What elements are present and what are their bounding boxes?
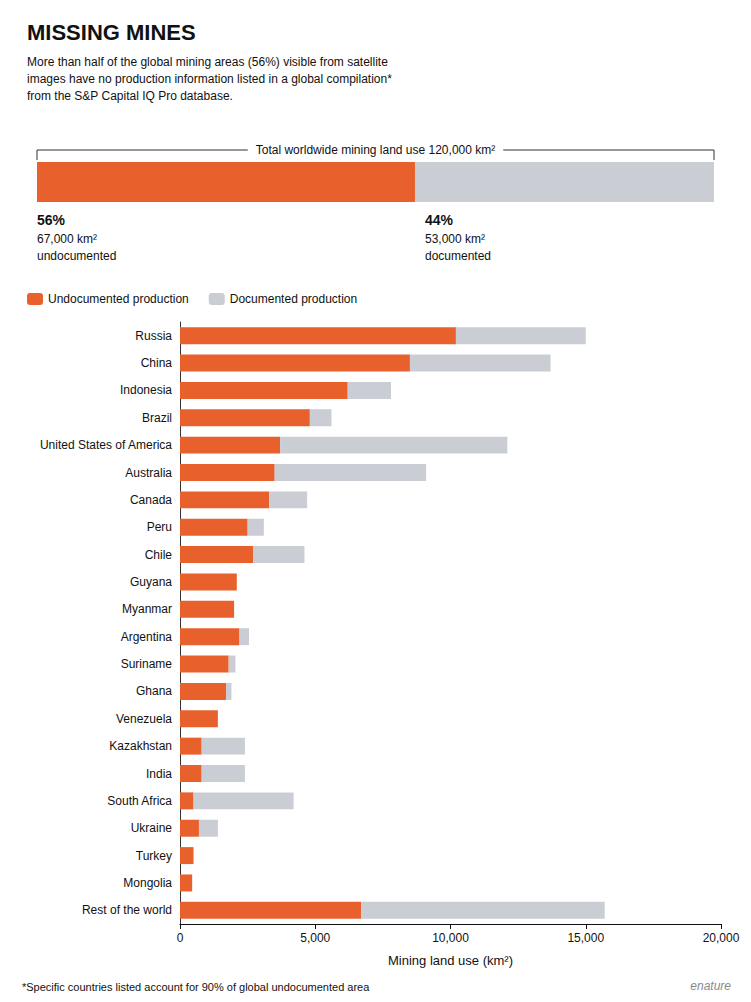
svg-text:More than half of the global m: More than half of the global mining area…	[27, 55, 388, 69]
svg-text:0: 0	[177, 931, 184, 945]
svg-text:Peru: Peru	[147, 520, 172, 534]
svg-text:MISSING MINES: MISSING MINES	[27, 20, 196, 45]
svg-text:undocumented: undocumented	[37, 249, 116, 263]
svg-text:44%: 44%	[425, 212, 454, 228]
svg-text:from the S&P Capital IQ Pro da: from the S&P Capital IQ Pro database.	[27, 89, 233, 103]
svg-text:enature: enature	[690, 979, 731, 993]
svg-text:United States of America: United States of America	[40, 438, 172, 452]
svg-text:Ukraine: Ukraine	[131, 821, 173, 835]
svg-text:India: India	[146, 767, 172, 781]
svg-text:Australia: Australia	[125, 466, 172, 480]
svg-text:Argentina: Argentina	[121, 630, 173, 644]
svg-text:Mongolia: Mongolia	[123, 876, 172, 890]
svg-text:Chile: Chile	[145, 548, 173, 562]
svg-text:Rest of the world: Rest of the world	[82, 903, 172, 917]
svg-text:Undocumented production: Undocumented production	[48, 292, 189, 306]
svg-text:15,000: 15,000	[567, 931, 604, 945]
svg-text:53,000 km²: 53,000 km²	[425, 232, 485, 246]
svg-text:*Specific countries listed acc: *Specific countries listed account for 9…	[22, 981, 370, 993]
svg-text:Guyana: Guyana	[130, 575, 172, 589]
svg-text:South Africa: South Africa	[107, 794, 172, 808]
svg-text:Turkey: Turkey	[136, 849, 172, 863]
svg-text:Total worldwide mining land us: Total worldwide mining land use 120,000 …	[256, 143, 495, 157]
svg-text:Russia: Russia	[135, 329, 172, 343]
svg-text:Canada: Canada	[130, 493, 172, 507]
svg-text:Indonesia: Indonesia	[120, 383, 172, 397]
svg-text:5,000: 5,000	[300, 931, 330, 945]
svg-text:20,000: 20,000	[703, 931, 740, 945]
svg-text:Suriname: Suriname	[121, 657, 173, 671]
svg-text:Ghana: Ghana	[136, 684, 172, 698]
svg-text:China: China	[141, 356, 173, 370]
svg-text:documented: documented	[425, 249, 491, 263]
svg-text:Myanmar: Myanmar	[122, 602, 172, 616]
svg-text:56%: 56%	[37, 212, 66, 228]
svg-text:10,000: 10,000	[432, 931, 469, 945]
svg-text:67,000 km²: 67,000 km²	[37, 232, 97, 246]
svg-text:Mining land use (km²): Mining land use (km²)	[388, 953, 513, 968]
svg-text:Venezuela: Venezuela	[116, 712, 172, 726]
svg-text:Kazakhstan: Kazakhstan	[109, 739, 172, 753]
svg-text:Documented production: Documented production	[230, 292, 357, 306]
svg-text:Brazil: Brazil	[142, 411, 172, 425]
svg-text:images have no production info: images have no production information li…	[27, 72, 392, 86]
